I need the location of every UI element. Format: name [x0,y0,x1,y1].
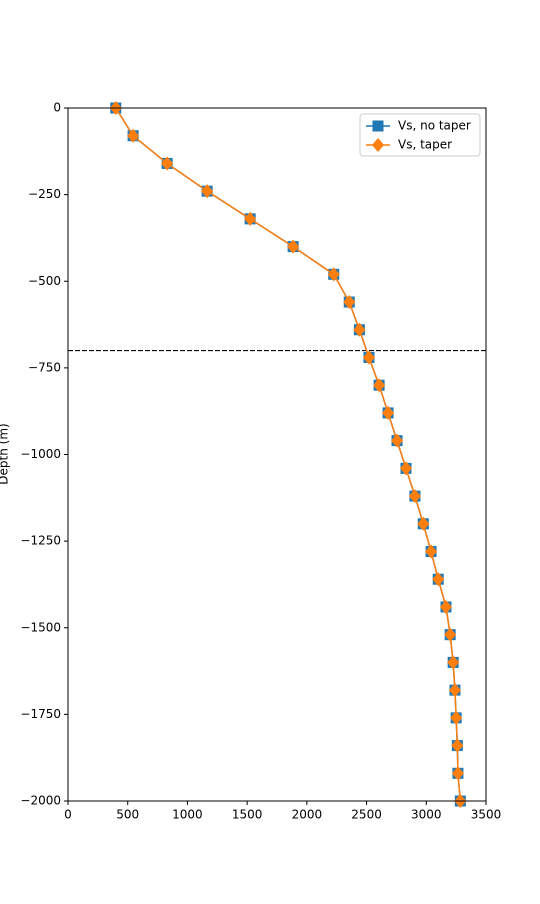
marker [432,572,445,587]
y-axis-label: Depth (m) [0,423,11,484]
marker [287,239,300,254]
marker [451,738,464,753]
marker [382,405,395,420]
marker [447,655,460,670]
marker [373,378,386,393]
marker [408,489,421,504]
marker [353,322,366,337]
x-tick-label: 0 [64,808,72,822]
marker [450,710,463,725]
y-tick-label: 0 [53,101,61,115]
x-tick-label: 1000 [172,808,203,822]
series-line [115,107,462,802]
y-tick-label: −500 [28,274,61,288]
marker [399,461,412,476]
y-tick-label: −2000 [20,794,61,808]
legend-label: Vs, taper [398,138,452,152]
series-line [115,107,462,802]
x-tick-label: 3500 [471,808,502,822]
marker [391,433,404,448]
marker [425,544,438,559]
x-tick-label: 2000 [292,808,323,822]
x-tick-label: 3000 [411,808,442,822]
marker [448,683,461,698]
marker [343,295,356,310]
y-tick-label: −1250 [20,534,61,548]
plot-frame [67,107,487,802]
y-tick-label: −1500 [20,620,61,634]
legend-marker [372,138,384,152]
marker [244,211,257,226]
x-tick-label: 2500 [351,808,382,822]
marker [417,516,430,531]
y-tick-label: −1750 [20,707,61,721]
marker [201,184,214,199]
legend-label: Vs, no taper [398,119,471,133]
x-tick-label: 1500 [232,808,263,822]
x-tick-label: 500 [116,808,139,822]
marker [444,627,457,642]
marker [439,599,452,614]
y-tick-label: −250 [28,187,61,201]
legend-marker [372,120,384,132]
marker [327,267,340,282]
marker [362,350,375,365]
y-tick-label: −1000 [20,447,61,461]
marker [127,128,140,143]
marker [451,766,464,781]
y-tick-label: −750 [28,360,61,374]
marker [161,156,174,171]
